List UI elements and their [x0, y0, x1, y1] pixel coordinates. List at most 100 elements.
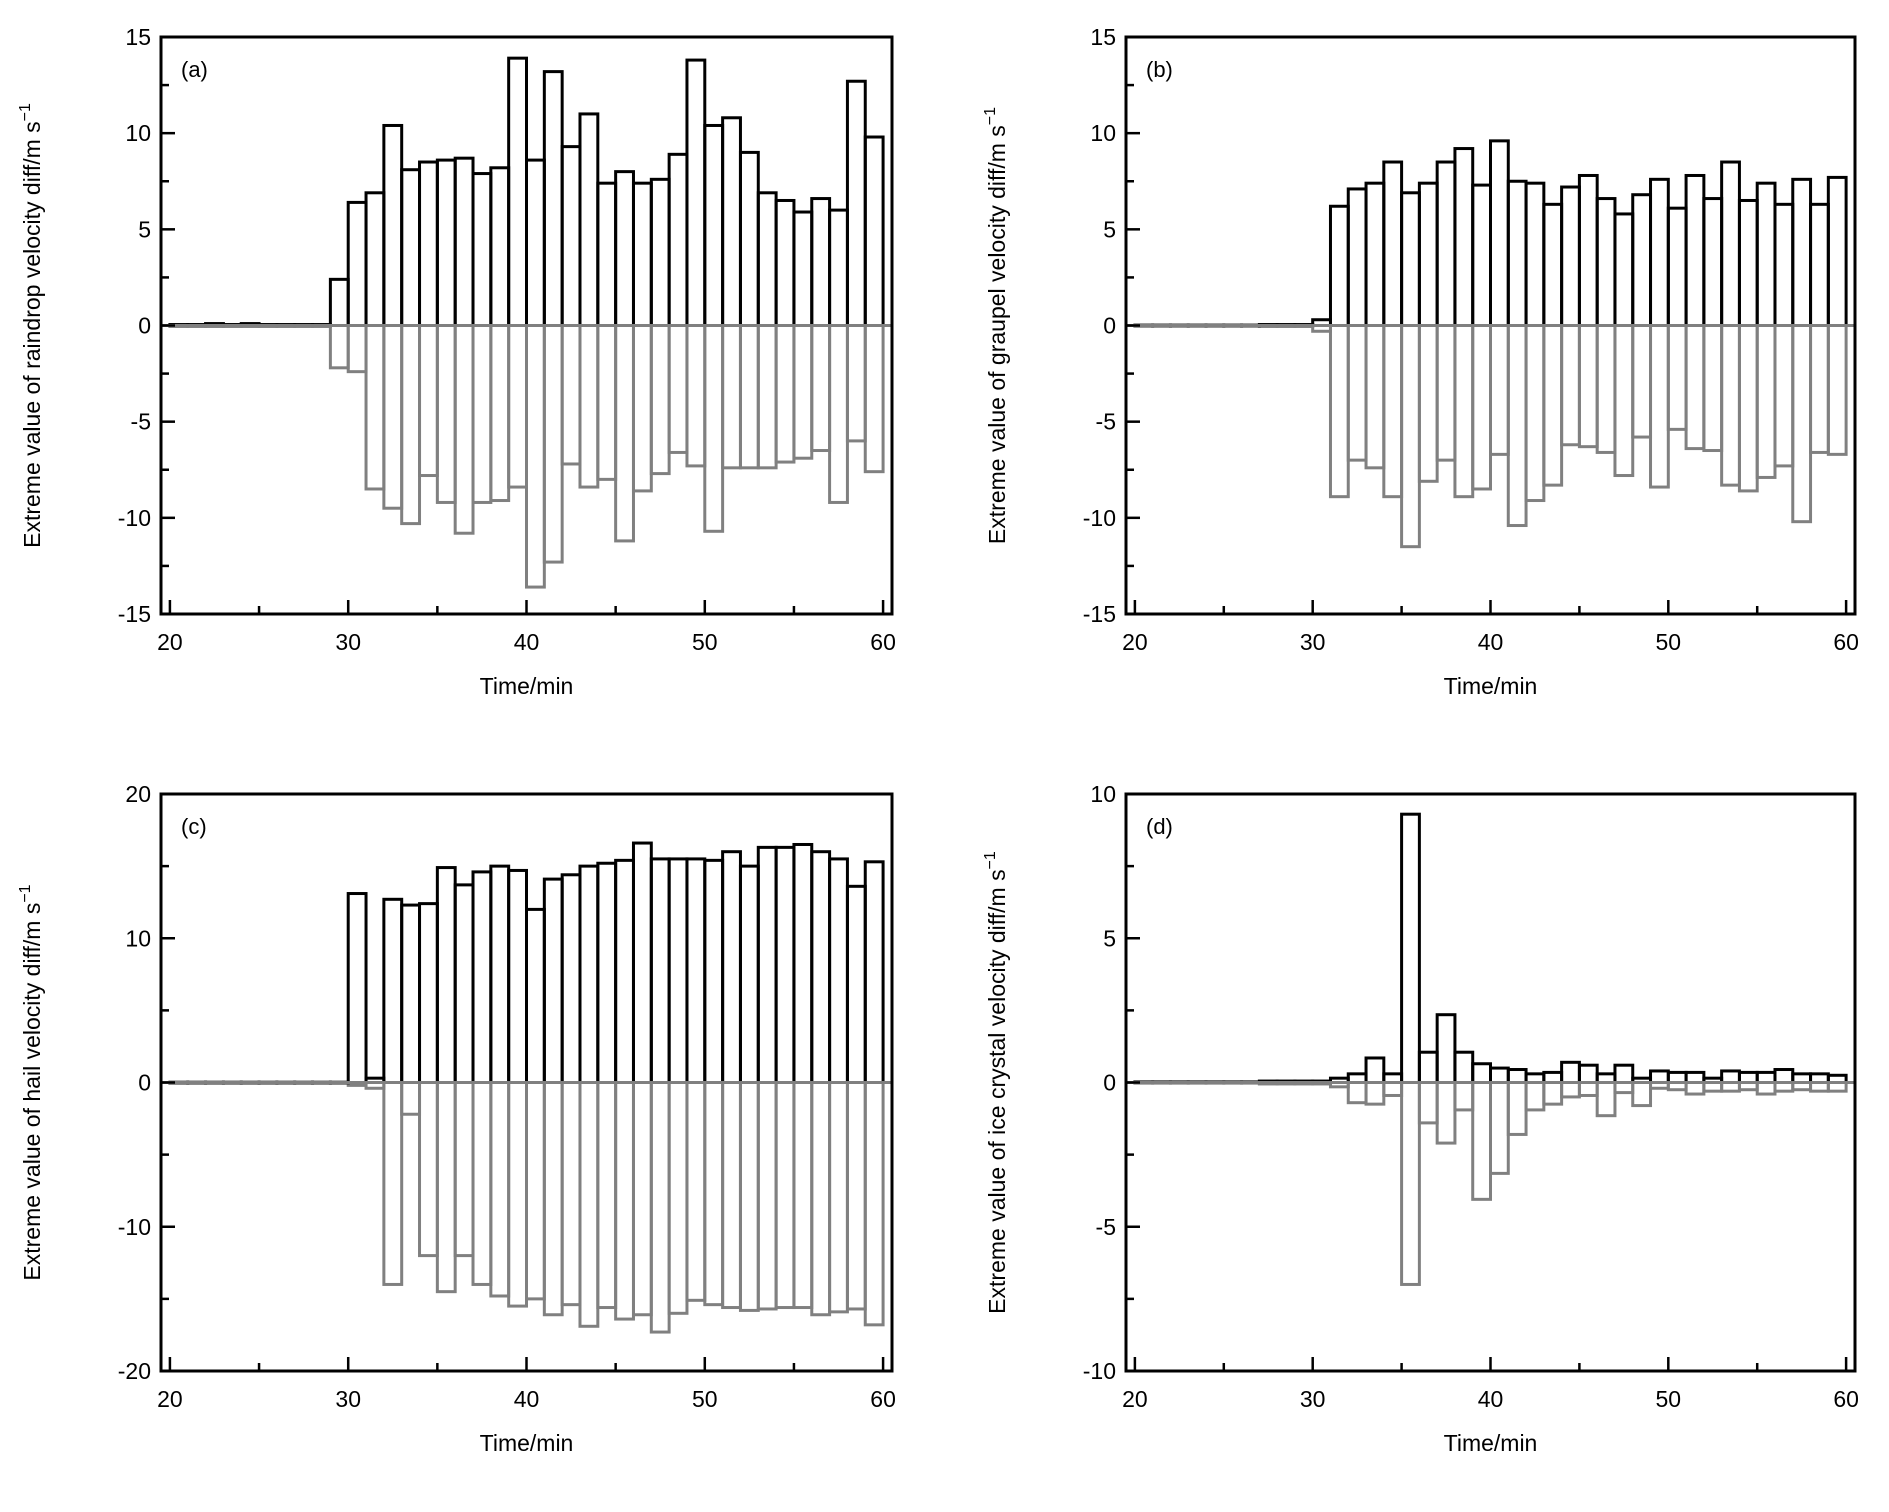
bar-max-50	[685, 857, 707, 1084]
bar-max-39	[489, 166, 511, 327]
y-axis-title-text: Extreme value of hail velocity diff/m s	[19, 903, 45, 1281]
bar-max-54	[756, 845, 778, 1084]
bar-max-50	[1649, 1069, 1670, 1084]
bar-max-36	[1400, 191, 1421, 327]
x-tick-label: 40	[514, 1386, 540, 1412]
y-axis-title: Extreme value of graupel velocity diff/m…	[982, 107, 1010, 544]
bar-min-50	[1649, 324, 1670, 489]
bar-max-39	[1453, 1050, 1475, 1085]
x-tick-label: 50	[1656, 629, 1682, 655]
bar-min-32	[364, 324, 386, 491]
bar-max-41	[525, 158, 546, 327]
bar-max-36	[435, 866, 457, 1084]
x-tick-label: 30	[1300, 629, 1326, 655]
y-tick-label: -10	[118, 505, 151, 531]
bar-max-34	[400, 903, 422, 1085]
bar-max-50	[685, 58, 707, 328]
bar-min-42	[1506, 1081, 1528, 1136]
bar-max-52	[721, 116, 742, 327]
x-tick-label: 20	[157, 1386, 183, 1412]
bar-min-46	[1577, 1081, 1599, 1097]
bar-min-37	[1417, 324, 1439, 483]
bar-min-55	[774, 1081, 796, 1310]
bar-max-56	[1755, 181, 1777, 327]
bar-min-34	[1364, 1081, 1386, 1106]
bar-min-52	[721, 324, 742, 470]
bar-min-35	[418, 324, 439, 478]
bar-max-44	[578, 864, 600, 1084]
bar-max-40	[507, 56, 529, 327]
bar-min-38	[471, 324, 493, 504]
bar-min-35	[418, 1081, 439, 1258]
bar-min-40	[507, 1081, 529, 1308]
bar-min-36	[435, 1081, 457, 1294]
bar-max-55	[774, 198, 796, 328]
x-axis-title: Time/min	[480, 1430, 574, 1456]
bar-max-37	[453, 156, 475, 327]
x-tick-label: 30	[1300, 1386, 1326, 1412]
y-tick-label: 15	[1090, 24, 1116, 50]
bar-max-57	[810, 197, 832, 327]
bar-max-56	[792, 210, 814, 327]
y-axis-title: Extreme value of ice crystal velocity di…	[982, 851, 1010, 1314]
bar-min-31	[346, 324, 368, 374]
bar-min-53	[1702, 324, 1724, 453]
bar-max-39	[1453, 147, 1475, 327]
bar-min-34	[1364, 324, 1386, 470]
bar-min-42	[542, 324, 564, 564]
bar-max-51	[703, 123, 725, 328]
bar-min-35	[1382, 324, 1404, 499]
bar-max-46	[614, 858, 635, 1084]
x-tick-label: 30	[335, 629, 361, 655]
bar-min-56	[1755, 324, 1777, 479]
bar-min-45	[596, 324, 618, 481]
bar-max-36	[1400, 812, 1421, 1084]
bar-max-37	[1417, 1050, 1439, 1085]
bar-min-40	[1471, 1081, 1492, 1201]
bar-max-38	[471, 870, 493, 1085]
y-tick-label: 10	[1090, 781, 1116, 807]
bar-max-45	[1560, 185, 1581, 327]
bar-min-49	[1631, 324, 1653, 439]
y-axis-title: Extreme value of hail velocity diff/m s−…	[17, 884, 45, 1280]
chart-panel-c: -20 -10 0 10 20 20 30 40 50 60 Time/min Extreme val…	[17, 781, 896, 1456]
bar-max-36	[435, 158, 457, 327]
y-tick-label: 5	[138, 216, 151, 242]
bar-max-59	[1809, 202, 1830, 327]
y-tick-label: 5	[1103, 216, 1116, 242]
bar-min-58	[828, 324, 849, 504]
chart-panel-b: -15 -10 -5 0 5 10 15 20 30 40 50 60 Time/min Extreme …	[982, 24, 1859, 699]
y-tick-label: -5	[1096, 409, 1116, 435]
bar-min-58	[828, 1081, 849, 1314]
bar-max-45	[596, 181, 618, 327]
bar-min-55	[774, 324, 796, 464]
bar-min-59	[1809, 324, 1830, 454]
y-tick-label: -10	[118, 1214, 151, 1240]
bar-min-40	[1471, 324, 1492, 491]
bar-max-48	[1613, 212, 1635, 328]
bar-min-59	[845, 324, 867, 443]
bar-max-39	[489, 864, 511, 1084]
bar-max-41	[1489, 139, 1510, 327]
bar-min-45	[1560, 1081, 1581, 1099]
bar-max-59	[845, 884, 867, 1084]
bar-max-38	[1435, 160, 1457, 327]
bar-max-43	[560, 873, 582, 1085]
bar-max-44	[578, 112, 600, 327]
bar-min-44	[1542, 324, 1564, 487]
y-tick-label: -10	[1083, 505, 1116, 531]
bar-max-46	[614, 170, 635, 327]
y-tick-label: 10	[125, 925, 151, 951]
bar-min-49	[667, 324, 689, 454]
bar-min-40	[507, 324, 529, 489]
bar-max-34	[1364, 181, 1386, 327]
x-axis-title: Time/min	[1444, 673, 1538, 699]
bar-min-44	[578, 1081, 600, 1328]
bar-min-54	[756, 324, 778, 470]
bar-max-45	[596, 861, 618, 1084]
x-tick-label: 60	[870, 1386, 896, 1412]
y-tick-label: -5	[1096, 1214, 1116, 1240]
x-tick-label: 40	[1478, 629, 1504, 655]
x-tick-label: 50	[692, 1386, 718, 1412]
